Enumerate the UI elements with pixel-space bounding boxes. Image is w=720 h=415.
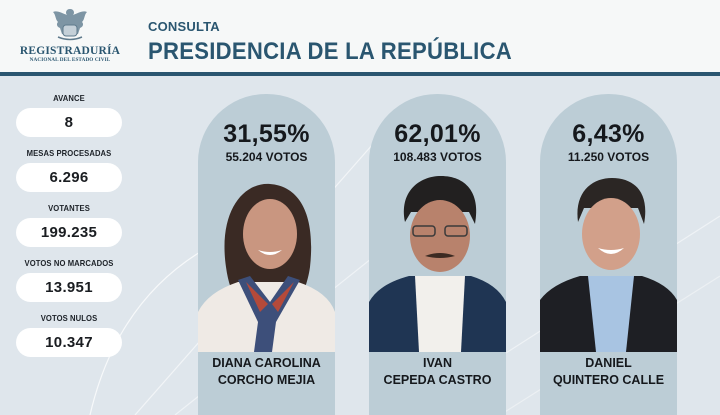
candidate-photo-icon	[369, 172, 506, 352]
coat-of-arms-icon	[53, 9, 87, 41]
header-divider	[0, 72, 720, 76]
candidate-name-line1: DIANA CAROLINA	[212, 356, 321, 370]
consulta-label: CONSULTA	[148, 19, 220, 34]
stat-votos-nulos: VOTOS NULOS 10.347	[16, 312, 122, 357]
candidate-name: IVAN CEPEDA CASTRO	[369, 355, 506, 389]
candidate-percent: 62,01%	[394, 120, 481, 148]
candidate-name: DANIEL QUINTERO CALLE	[540, 355, 677, 389]
stat-mesas-procesadas: MESAS PROCESADAS 6.296	[16, 147, 122, 192]
stats-panel: AVANCE 8 MESAS PROCESADAS 6.296 VOTANTES…	[16, 92, 122, 357]
stat-value: 10.347	[16, 328, 122, 357]
stat-votantes: VOTANTES 199.235	[16, 202, 122, 247]
stat-label: VOTANTES	[48, 203, 90, 213]
header: REGISTRADURÍA NACIONAL DEL ESTADO CIVIL …	[0, 0, 720, 73]
candidate-name: DIANA CAROLINA CORCHO MEJIA	[198, 355, 335, 389]
candidate-name-line2: CORCHO MEJIA	[217, 373, 316, 387]
stat-value: 8	[16, 108, 122, 137]
candidate-votes: 55.204 VOTOS	[225, 150, 308, 164]
logo-name: REGISTRADURÍA	[19, 45, 121, 57]
stat-value: 13.951	[16, 273, 122, 302]
candidate-card-cepeda: 62,01% 108.483 VOTOS IVAN CEPEDA CASTRO	[369, 94, 506, 415]
stat-label: VOTOS NULOS	[40, 313, 98, 323]
candidate-photo-icon	[198, 172, 335, 352]
candidate-photo-icon	[540, 172, 677, 352]
logo-subtitle: NACIONAL DEL ESTADO CIVIL	[29, 57, 111, 63]
candidate-name-line1: DANIEL	[585, 356, 632, 370]
candidate-percent: 6,43%	[572, 120, 645, 148]
page-title: PRESIDENCIA DE LA REPÚBLICA	[148, 38, 513, 65]
candidate-votes: 108.483 VOTOS	[393, 150, 482, 164]
registraduria-logo: REGISTRADURÍA NACIONAL DEL ESTADO CIVIL	[18, 6, 122, 68]
candidate-name-line2: CEPEDA CASTRO	[383, 373, 492, 387]
candidate-percent: 31,55%	[223, 120, 310, 148]
candidate-card-corcho: 31,55% 55.204 VOTOS DIANA CAROLINA CORCH…	[198, 94, 335, 415]
candidate-name-line1: IVAN	[423, 356, 452, 370]
candidate-card-quintero: 6,43% 11.250 VOTOS DANIEL QUINTERO CALLE	[540, 94, 677, 415]
stat-label: AVANCE	[53, 93, 85, 103]
candidate-name-line2: QUINTERO CALLE	[552, 373, 665, 387]
stat-avance: AVANCE 8	[16, 92, 122, 137]
stat-value: 6.296	[16, 163, 122, 192]
stat-label: VOTOS NO MARCADOS	[24, 258, 114, 268]
stat-votos-no-marcados: VOTOS NO MARCADOS 13.951	[16, 257, 122, 302]
stat-label: MESAS PROCESADAS	[26, 148, 112, 158]
candidate-votes: 11.250 VOTOS	[567, 150, 650, 164]
stat-value: 199.235	[16, 218, 122, 247]
